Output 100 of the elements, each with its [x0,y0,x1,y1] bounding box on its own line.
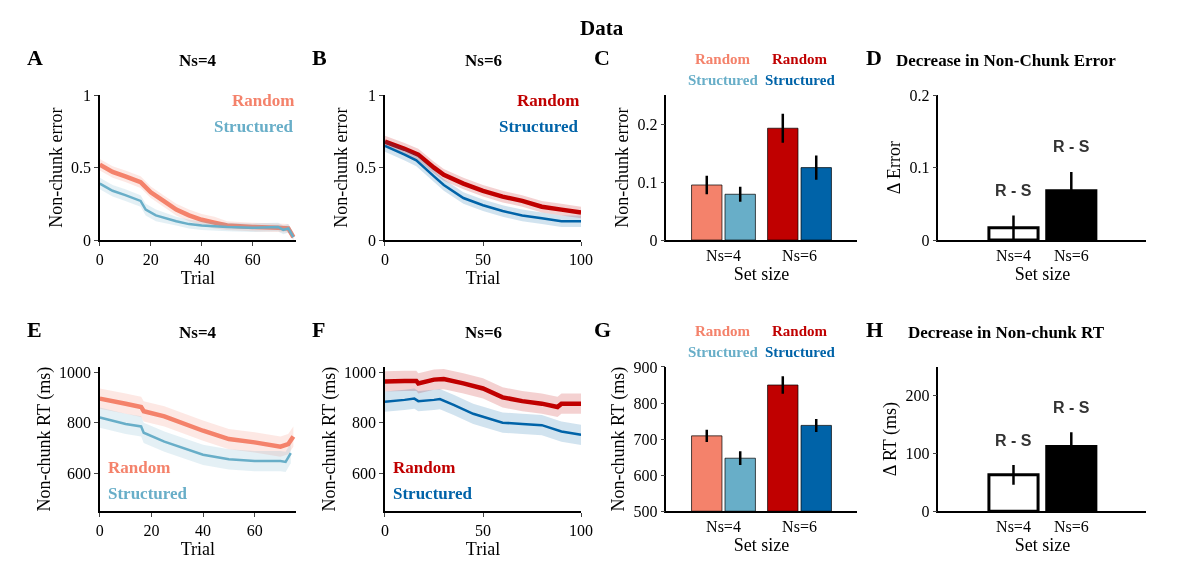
y-axis-title: Non-chunk error [330,107,351,228]
text: Structured [214,117,294,136]
y-tick-label: 0.2 [909,86,930,104]
chart-title: Ns=4 [179,51,217,70]
y-axis-title: Non-chunk RT (ms) [33,366,55,512]
y-tick-label: 0 [368,231,377,249]
chart-title: Ns=6 [465,51,503,70]
annotation: R - S [995,182,1032,199]
x-tick-label: Ns=6 [782,518,817,536]
text: Structured [765,72,836,88]
chart-title: Decrease in Non-Chunk Error [896,51,1117,70]
y-tick-label: 0.5 [356,159,377,177]
x-axis-title: Trial [180,267,216,288]
y-tick-label: 1000 [344,363,377,381]
text: Random [695,51,751,67]
y-tick-label: 0 [82,231,91,249]
series-label: Structured [108,484,188,503]
x-axis-title: Trial [465,267,501,288]
y-tick-label: 800 [633,394,658,412]
y-tick-label: 200 [905,387,930,405]
y-tick-label: 1 [82,86,91,104]
y-axis-title: Δ RT (ms) [880,402,902,477]
text: C [594,45,610,70]
x-tick-label: 20 [142,250,159,268]
chart-title: Decrease in Non-chunk RT [908,323,1105,342]
x-tick-label: Ns=6 [1053,518,1089,536]
text: Random [232,91,295,110]
y-tick-label: 0.2 [637,115,658,133]
y-tick-label: 100 [905,445,930,463]
y-axis-title: Δ Error [884,141,905,195]
x-axis-title: Set size [733,535,790,556]
text: Structured [499,117,579,136]
x-tick-label: Ns=4 [996,518,1031,536]
text: Structured [765,344,836,360]
y-tick-label: 0 [649,231,658,249]
text: Random [393,458,456,477]
y-tick-label: 0 [921,231,930,249]
x-tick-label: Ns=6 [1053,246,1089,264]
x-tick-label: 20 [143,522,160,540]
y-tick-label: 600 [633,466,658,484]
x-tick-label: 60 [246,522,263,540]
y-tick-label: 800 [66,414,91,432]
x-tick-label: 0 [380,250,389,268]
y-tick-label: 1 [368,86,377,104]
y-tick-label: 600 [352,464,377,482]
y-axis-title: Non-chunk RT (ms) [608,366,630,512]
x-axis-title: Trial [465,539,501,560]
x-tick-label: 100 [569,522,594,540]
text: B [312,45,327,70]
x-axis-title: Set size [1014,263,1071,284]
x-axis-title: Set size [733,263,790,284]
chart-title: Ns=4 [179,323,217,342]
y-tick-label: 600 [66,464,91,482]
x-tick-label: 0 [95,522,104,540]
y-tick-label: 0.1 [909,159,930,177]
y-tick-label: 0.1 [637,173,658,191]
x-tick-label: 60 [244,250,261,268]
x-tick-label: Ns=4 [706,518,741,536]
x-tick-label: Ns=4 [996,246,1031,264]
annotation: R - S [995,432,1032,449]
y-tick-label: 900 [633,358,658,376]
y-tick-label: 700 [633,430,658,448]
text: A [27,45,43,70]
x-tick-label: 50 [475,250,491,268]
x-tick-label: Ns=4 [706,246,741,264]
y-tick-label: 1000 [58,363,91,381]
text: Random [695,323,751,339]
y-axis-title: Non-chunk error [612,107,633,228]
line-series [384,376,582,410]
x-tick-label: 100 [569,250,594,268]
x-tick-label: 40 [195,522,212,540]
x-tick-label: Ns=6 [782,246,817,264]
text: E [27,317,42,342]
x-axis-title: Set size [1014,535,1071,556]
text: Data [580,16,624,40]
x-tick-label: 0 [95,250,104,268]
text: G [594,317,612,342]
x-axis-title: Trial [180,539,216,560]
text: F [312,317,326,342]
text: Random [772,323,828,339]
text: Structured [688,72,758,88]
x-tick-label: 0 [380,522,389,540]
annotation: R - S [1053,138,1090,155]
y-tick-label: 500 [633,502,658,520]
text: Random [108,458,171,477]
line-series [384,397,582,437]
text: Random [772,51,828,67]
line-series [99,396,296,449]
y-axis-title: Non-chunk error [45,107,66,228]
x-tick-label: 40 [193,250,210,268]
chart-title: Ns=6 [465,323,503,342]
y-tick-label: 0.5 [70,159,91,177]
annotation: R - S [1053,399,1090,416]
y-tick-label: 0 [921,502,930,520]
text: Structured [688,344,758,360]
x-tick-label: 50 [475,522,491,540]
text: H [866,317,884,342]
text: Structured [393,484,473,503]
text: Random [517,91,580,110]
y-axis-title: Non-chunk RT (ms) [318,366,340,512]
